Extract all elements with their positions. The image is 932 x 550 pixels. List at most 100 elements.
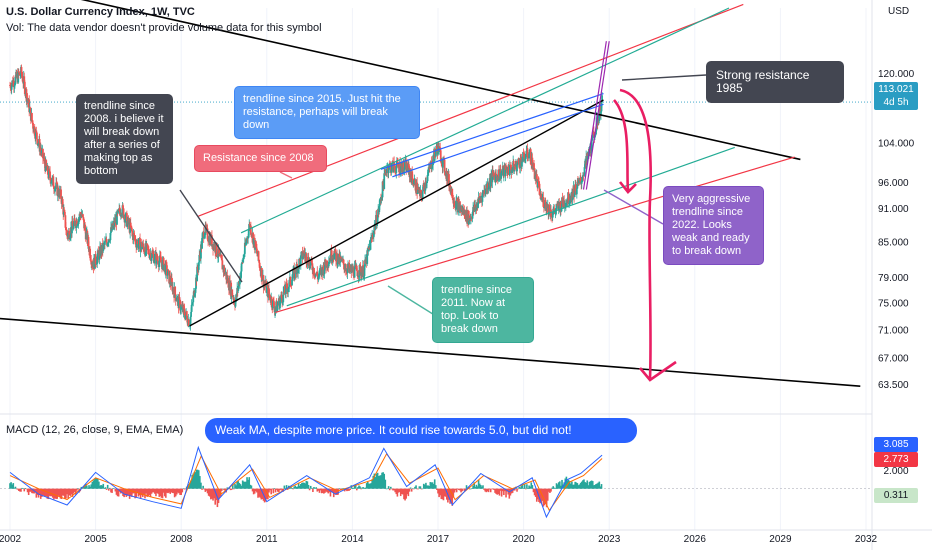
- macd-histogram-bar: [414, 486, 416, 489]
- candle-body: [79, 213, 82, 216]
- candle-body: [519, 157, 522, 160]
- annotation-strong-resistance[interactable]: Strong resistance 1985: [706, 61, 844, 103]
- symbol-title[interactable]: U.S. Dollar Currency Index, 1W, TVC: [6, 6, 195, 18]
- macd-histogram-bar: [304, 483, 307, 489]
- aggressive-trendline-2022-a: [582, 41, 607, 190]
- lower-red-channel-line: [275, 156, 795, 313]
- candle-body: [381, 181, 384, 198]
- macd-histogram-bar: [380, 475, 382, 489]
- candle-body: [413, 180, 416, 185]
- candle-body: [487, 183, 489, 190]
- candle-body: [167, 270, 169, 275]
- macd-histogram-bar: [170, 488, 173, 493]
- candle-body: [321, 267, 324, 270]
- candle-body: [567, 192, 570, 204]
- macd-histogram-bar: [396, 488, 399, 497]
- candle-body: [112, 224, 115, 229]
- annotation-trendline-2011[interactable]: trendline since 2011. Now at top. Look t…: [432, 277, 534, 343]
- candle-body: [268, 294, 271, 296]
- macd-histogram-bar: [385, 488, 388, 490]
- candle-body: [121, 214, 123, 216]
- candle-body: [484, 188, 487, 195]
- candle-body: [514, 166, 517, 168]
- price-axis-tick: 67.000: [878, 354, 909, 365]
- candle-body: [353, 266, 356, 278]
- macd-label[interactable]: MACD (12, 26, close, 9, EMA, EMA): [6, 424, 184, 436]
- candle-body: [256, 248, 258, 254]
- macd-histogram-bar: [35, 488, 38, 498]
- candle-body: [252, 232, 254, 245]
- macd-histogram-bar: [360, 488, 362, 490]
- macd-histogram-bar: [180, 488, 182, 495]
- macd-histogram-bar: [543, 488, 546, 506]
- candle-body: [165, 262, 168, 266]
- macd-histogram-bar: [98, 481, 100, 489]
- macd-histogram-bar: [540, 488, 542, 503]
- candle-body: [245, 242, 247, 246]
- candle-body: [257, 251, 260, 260]
- macd-histogram-bar: [448, 488, 450, 500]
- signal-value-badge: 2.773: [874, 452, 918, 467]
- candle-body: [370, 237, 372, 240]
- macd-histogram-bar: [307, 484, 310, 489]
- candle-body: [48, 169, 50, 178]
- macd-histogram-bar: [86, 485, 88, 489]
- annotation-trendline-2022[interactable]: Very aggressive trendline since 2022. Lo…: [663, 186, 764, 265]
- candle-body: [500, 172, 503, 173]
- macd-histogram-bar: [258, 488, 260, 497]
- macd-histogram-bar: [314, 488, 316, 489]
- resistance-line-1985: [80, 0, 801, 161]
- candle-body: [561, 197, 564, 204]
- macd-histogram-bar: [261, 488, 264, 499]
- candle-body: [527, 156, 529, 158]
- candle-body: [131, 231, 134, 233]
- candle-body: [204, 225, 207, 235]
- macd-histogram-bar: [145, 488, 147, 494]
- candle-body: [505, 165, 507, 170]
- annotation-trendline-2015[interactable]: trendline since 2015. Just hit the resis…: [234, 86, 420, 139]
- macd-histogram-bar: [400, 488, 403, 495]
- candle-body: [134, 239, 137, 245]
- annotation-trendline-2008[interactable]: trendline since 2008. i believe it will …: [76, 94, 173, 184]
- candle-body: [122, 208, 125, 219]
- candle-body: [451, 197, 454, 201]
- macd-histogram-bar: [241, 480, 244, 489]
- macd-histogram-bar: [214, 488, 217, 505]
- macd-histogram-bar: [528, 485, 530, 489]
- candle-body: [558, 203, 561, 206]
- candle-body: [258, 259, 261, 263]
- candle-body: [586, 155, 589, 160]
- macd-histogram-bar: [266, 488, 268, 500]
- candle-body: [537, 181, 540, 182]
- candle-body: [291, 276, 294, 280]
- candle-body: [297, 266, 299, 274]
- macd-histogram-bar: [263, 488, 266, 503]
- candle-body: [481, 192, 484, 202]
- macd-histogram-bar: [483, 488, 485, 490]
- candle-body: [207, 239, 209, 242]
- candle-body: [563, 200, 566, 207]
- candle-body: [376, 223, 378, 226]
- candle-body: [406, 162, 409, 170]
- annotation-resistance-2008[interactable]: Resistance since 2008: [194, 145, 327, 172]
- candle-body: [120, 214, 123, 216]
- candle-body: [10, 84, 13, 90]
- annotation-weak-ma[interactable]: Weak MA, despite more price. It could ri…: [205, 418, 637, 443]
- candle-body: [152, 253, 155, 255]
- macd-histogram-bar: [587, 485, 590, 489]
- macd-histogram-bar: [594, 484, 596, 489]
- candle-body: [578, 179, 581, 181]
- macd-histogram-bar: [416, 488, 418, 490]
- candle-body: [333, 253, 336, 260]
- long-term-support-line: [0, 317, 861, 388]
- candle-body: [106, 243, 109, 246]
- macd-histogram-bar: [87, 487, 89, 489]
- candle-body: [54, 186, 57, 188]
- candle-body: [327, 261, 330, 267]
- macd-histogram-bar: [359, 486, 361, 489]
- macd-histogram-bar: [577, 485, 580, 489]
- macd-histogram-bar: [544, 488, 547, 504]
- macd-histogram-bar: [96, 478, 99, 489]
- candle-body: [378, 206, 381, 213]
- currency-label[interactable]: USD: [888, 6, 910, 17]
